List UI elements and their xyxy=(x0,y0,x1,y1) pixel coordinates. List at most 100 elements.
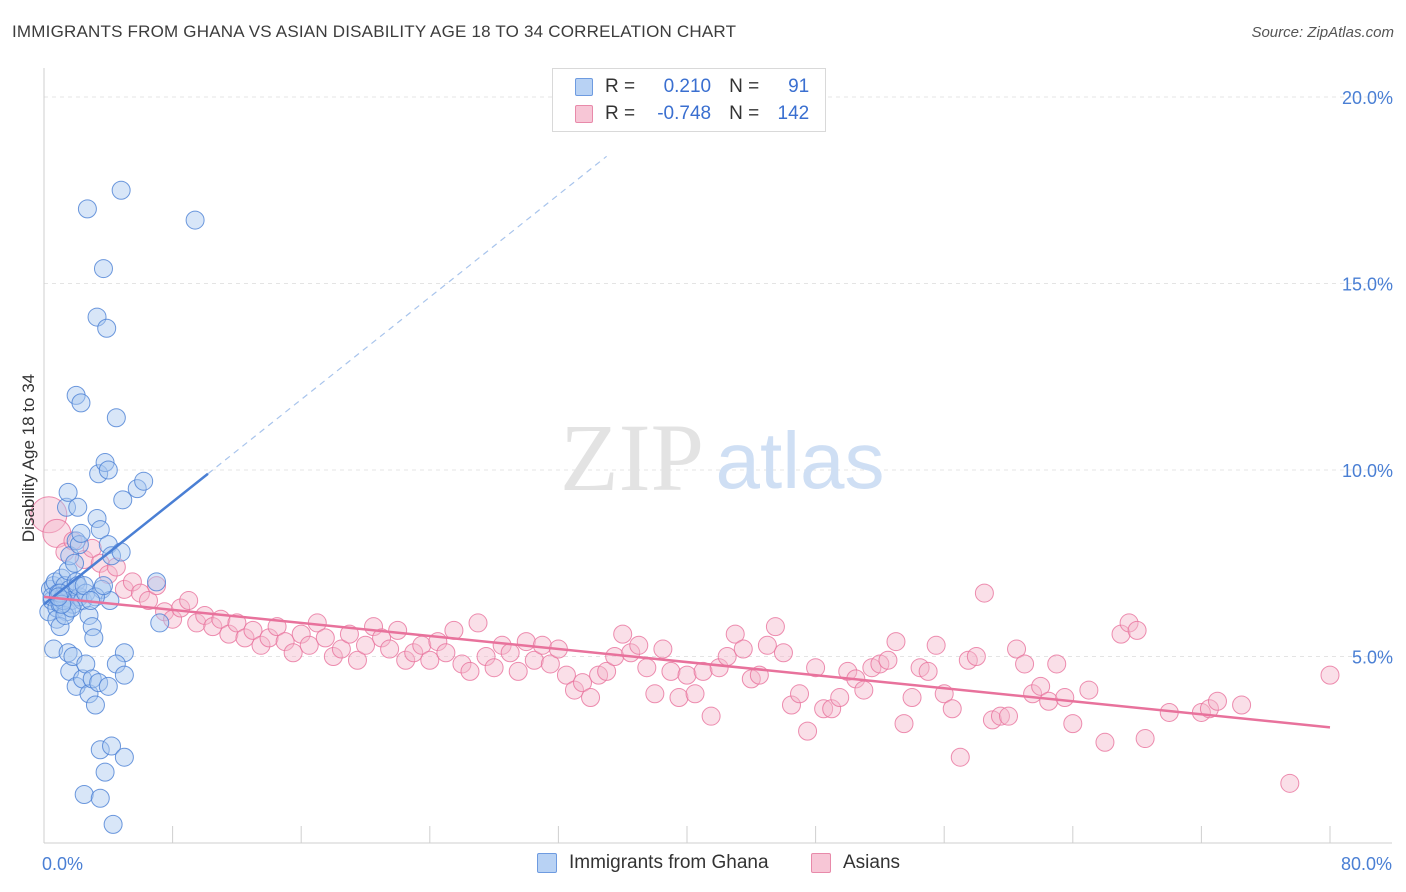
n-value: 142 xyxy=(777,103,810,124)
data-point xyxy=(661,661,681,681)
data-point xyxy=(1095,732,1115,752)
legend-row-asians: R = -0.748 N = 142 xyxy=(575,101,809,127)
data-point xyxy=(1127,620,1147,640)
data-point xyxy=(1007,639,1027,659)
data-point xyxy=(773,643,793,663)
data-point xyxy=(150,613,170,633)
data-point xyxy=(58,482,78,502)
data-point xyxy=(275,632,295,652)
x-tick-label: 0.0% xyxy=(42,854,83,874)
data-point xyxy=(613,624,633,644)
data-point xyxy=(71,393,91,413)
data-point xyxy=(98,460,118,480)
asians-legend-swatch xyxy=(811,853,831,873)
y-axis-label: Disability Age 18 to 34 xyxy=(19,374,38,542)
data-point xyxy=(757,635,777,655)
data-point xyxy=(814,699,834,719)
data-point xyxy=(990,706,1010,726)
ghana-legend-swatch xyxy=(537,853,557,873)
data-point xyxy=(926,635,946,655)
data-point xyxy=(102,736,122,756)
data-point xyxy=(532,635,552,655)
data-point xyxy=(1119,613,1139,633)
data-point xyxy=(251,635,271,655)
ghana-swatch xyxy=(575,78,593,96)
data-point xyxy=(1063,714,1083,734)
data-point xyxy=(950,747,970,767)
data-point xyxy=(1055,688,1075,708)
data-point xyxy=(55,605,75,625)
r-label: R = xyxy=(605,103,636,124)
data-point xyxy=(68,497,88,517)
data-point xyxy=(89,464,109,484)
n-value: 91 xyxy=(788,76,810,97)
data-point xyxy=(725,624,745,644)
data-point xyxy=(58,561,78,581)
data-point xyxy=(966,647,986,666)
data-point xyxy=(1207,691,1227,711)
data-point xyxy=(79,605,99,625)
data-point xyxy=(677,665,697,685)
data-point xyxy=(171,598,191,618)
data-point xyxy=(195,605,215,625)
data-point xyxy=(396,650,416,670)
data-point xyxy=(103,814,123,834)
data-point xyxy=(111,542,131,562)
data-point xyxy=(436,643,456,663)
data-point xyxy=(356,635,375,655)
data-point xyxy=(645,684,665,704)
data-point xyxy=(717,647,737,666)
data-point xyxy=(709,658,729,678)
data-point xyxy=(339,624,359,644)
data-point xyxy=(516,632,536,652)
axes xyxy=(43,68,1392,844)
data-point xyxy=(90,740,110,760)
data-point xyxy=(85,695,105,715)
data-point xyxy=(693,661,713,681)
data-point xyxy=(460,661,480,681)
tick-labels: 5.0% 10.0% 15.0% 20.0% 0.0% 80.0% xyxy=(42,88,1393,874)
data-point xyxy=(203,617,223,637)
data-point xyxy=(106,557,126,577)
data-point xyxy=(629,635,649,655)
data-point xyxy=(372,628,392,648)
data-point xyxy=(44,639,64,659)
data-point xyxy=(82,538,102,558)
legend-row-ghana: R = 0.210 N = 91 xyxy=(575,74,809,100)
data-point xyxy=(733,639,753,659)
data-point xyxy=(790,684,810,704)
data-point xyxy=(84,628,104,648)
data-point xyxy=(95,762,115,782)
data-point xyxy=(106,408,126,428)
data-point xyxy=(388,620,408,640)
data-point xyxy=(476,647,496,666)
data-point xyxy=(97,318,117,338)
data-point xyxy=(155,602,175,622)
data-point xyxy=(894,714,914,734)
data-point xyxy=(79,684,99,704)
ghana-trend-extension xyxy=(207,155,607,475)
data-point xyxy=(138,591,158,611)
data-point xyxy=(781,695,801,715)
data-point xyxy=(830,688,850,708)
data-point xyxy=(942,699,962,719)
data-point xyxy=(114,579,134,599)
data-point xyxy=(106,654,126,674)
data-point xyxy=(74,785,94,805)
data-point xyxy=(93,259,113,279)
data-point xyxy=(127,479,147,499)
y-tick-label: 5.0% xyxy=(1352,648,1393,668)
data-point xyxy=(291,624,311,644)
correlation-legend: R = 0.210 N = 91 R = -0.748 N = 142 xyxy=(552,68,826,132)
data-point xyxy=(90,553,110,573)
data-point xyxy=(685,684,705,704)
data-point xyxy=(701,706,721,726)
data-point xyxy=(380,639,400,659)
data-point xyxy=(500,643,520,663)
data-point xyxy=(283,643,303,663)
data-point xyxy=(122,572,142,592)
legend-label-ghana: Immigrants from Ghana xyxy=(569,852,769,873)
asians-swatch xyxy=(575,105,593,123)
data-point xyxy=(854,680,874,700)
